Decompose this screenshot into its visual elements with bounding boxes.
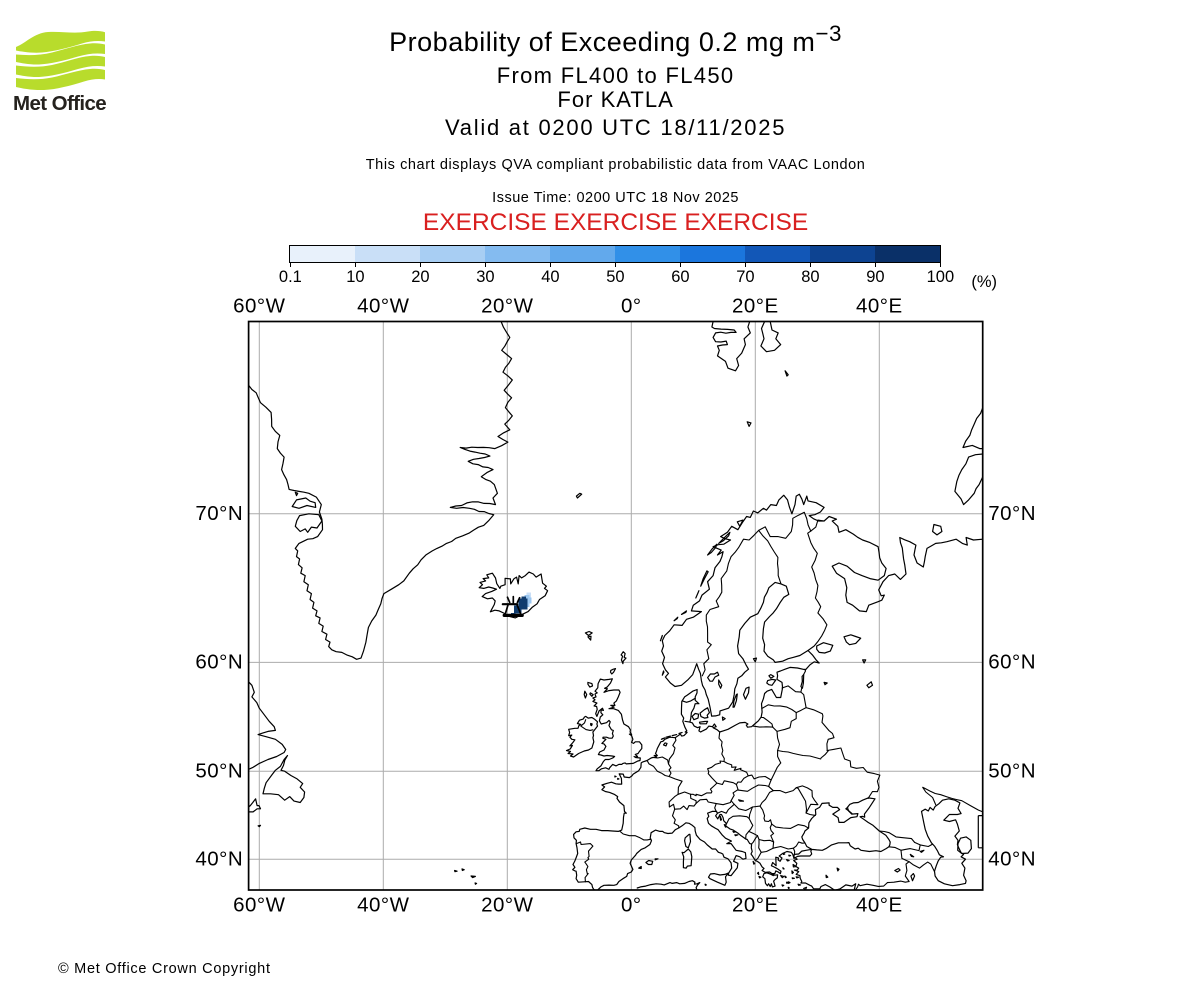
svg-text:40°N: 40°N	[195, 847, 243, 870]
svg-text:70°N: 70°N	[988, 502, 1036, 525]
svg-text:20°E: 20°E	[732, 894, 779, 917]
svg-text:50°N: 50°N	[988, 759, 1036, 782]
svg-text:70°N: 70°N	[195, 502, 243, 525]
svg-text:20°E: 20°E	[732, 295, 779, 318]
svg-text:0°: 0°	[621, 894, 642, 917]
svg-text:40°W: 40°W	[357, 295, 410, 318]
svg-text:20°W: 20°W	[481, 894, 534, 917]
svg-text:40°N: 40°N	[988, 847, 1036, 870]
svg-text:40°E: 40°E	[856, 295, 903, 318]
svg-text:60°N: 60°N	[988, 651, 1036, 674]
svg-text:Met Office: Met Office	[13, 92, 106, 115]
svg-text:60°N: 60°N	[195, 651, 243, 674]
svg-text:50°N: 50°N	[195, 759, 243, 782]
svg-text:0°: 0°	[621, 295, 642, 318]
svg-text:60°W: 60°W	[233, 295, 286, 318]
svg-text:40°W: 40°W	[357, 894, 410, 917]
svg-text:60°W: 60°W	[233, 894, 286, 917]
svg-text:20°W: 20°W	[481, 295, 534, 318]
svg-text:40°E: 40°E	[856, 894, 903, 917]
